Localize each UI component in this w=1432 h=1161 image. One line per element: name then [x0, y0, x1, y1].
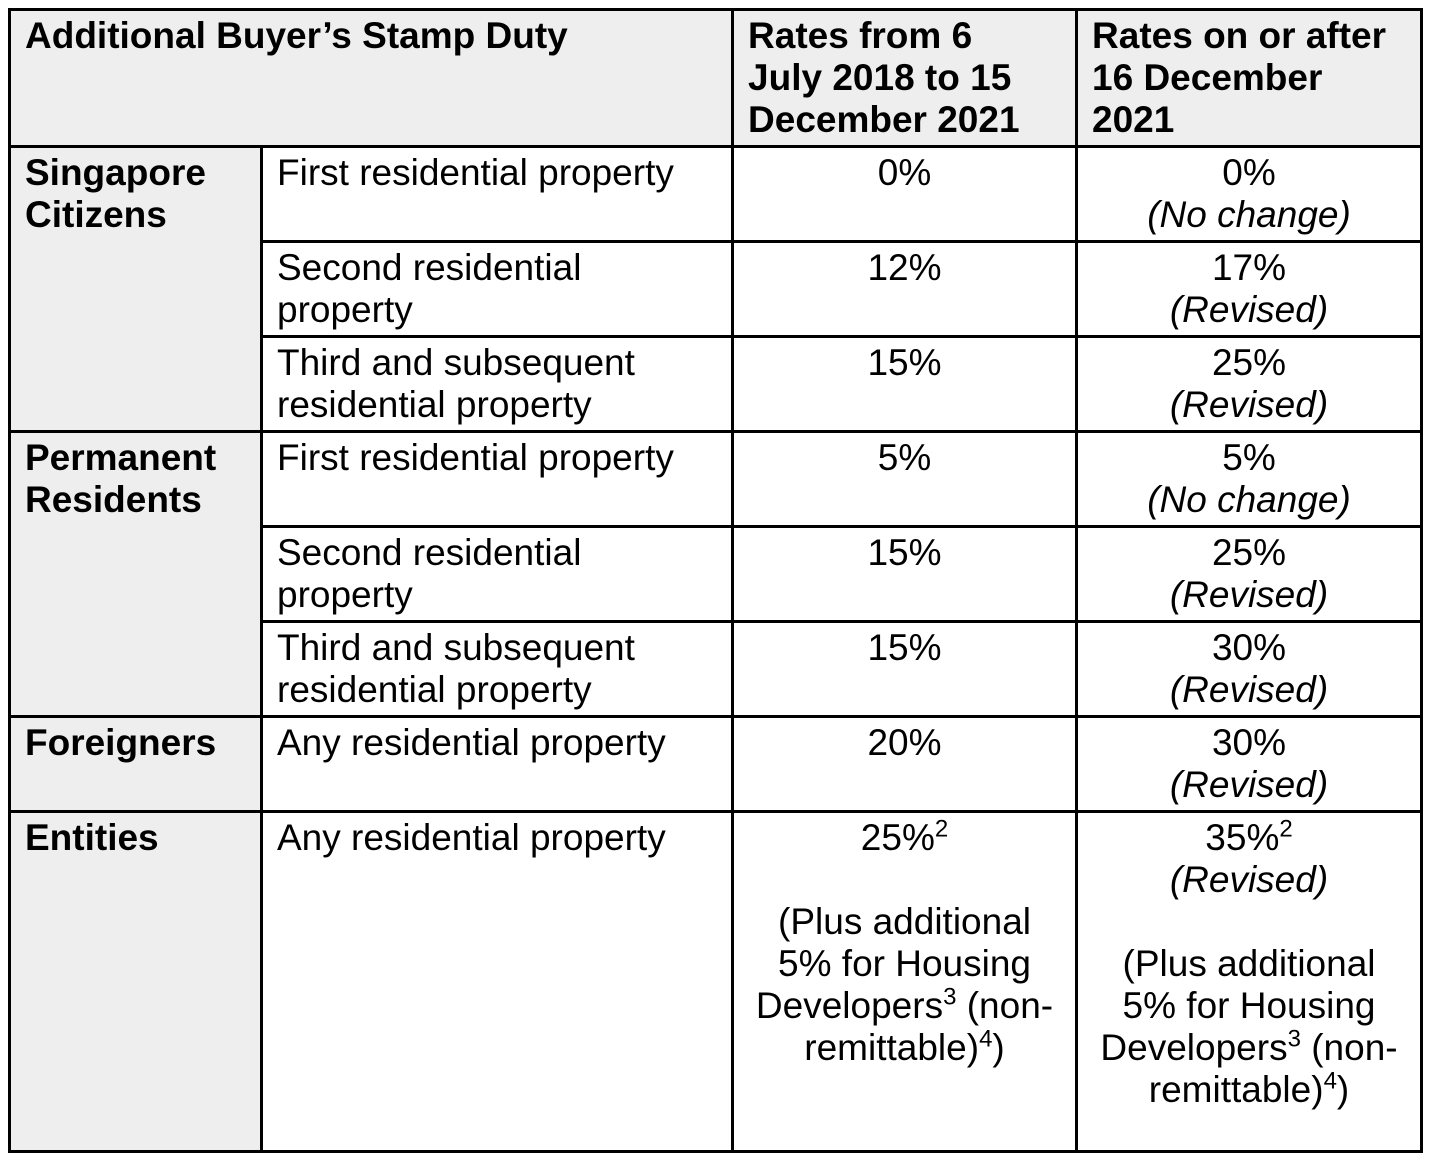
rate-2018-cell: 15% — [731, 335, 1079, 433]
note-text: ) — [992, 1027, 1005, 1068]
table-row: Second residential property 15% 25% (Rev… — [10, 525, 1424, 623]
table-row: Third and subsequent residential propert… — [10, 620, 1424, 718]
table-row: Third and subsequent residential propert… — [10, 335, 1424, 433]
rate-value: 30% — [1211, 627, 1287, 668]
note-text: (Plus additional 5% for Housing Develope… — [1100, 943, 1376, 1068]
housing-developers-note: (Plus additional 5% for Housing Develope… — [1098, 943, 1400, 1111]
rate-2018-cell: 0% — [731, 145, 1079, 243]
footnote-ref-2: 2 — [934, 815, 949, 843]
rate-2018-cell: 15% — [731, 525, 1079, 623]
housing-developers-note: (Plus additional 5% for Housing Develope… — [754, 901, 1056, 1069]
group-singapore-citizens: Singapore Citizens — [8, 145, 263, 433]
rate-value: 35%2 — [1086, 817, 1412, 859]
rate-value: 25% — [1211, 342, 1287, 383]
rate-2021-cell: 17% (Revised) — [1075, 240, 1424, 338]
rate-2018-cell: 12% — [731, 240, 1079, 338]
property-cell: Second residential property — [259, 240, 735, 338]
rate-2018-cell: 5% — [731, 430, 1079, 528]
rate-value: 5% — [1222, 437, 1276, 478]
rate-2018-cell: 25%2 (Plus additional 5% for Housing Dev… — [731, 810, 1079, 1153]
note-text: (non-remittable) — [804, 985, 1054, 1068]
rate-2018-cell: 20% — [731, 715, 1079, 813]
group-foreigners: Foreigners — [8, 715, 263, 813]
note-text: (non-remittable) — [1148, 1027, 1398, 1110]
footnote-ref-2: 2 — [1279, 815, 1293, 843]
rate-2021-cell: 30% (Revised) — [1075, 715, 1424, 813]
rate-note: (No change) — [1147, 479, 1351, 520]
property-cell: Third and subsequent residential propert… — [259, 620, 735, 718]
rate-value: 25% — [1211, 532, 1287, 573]
blank-line — [742, 859, 1067, 901]
rate-2021-cell: 35%2 (Revised) (Plus additional 5% for H… — [1075, 810, 1424, 1153]
footnote-ref-3: 3 — [1287, 1025, 1301, 1053]
property-cell: First residential property — [259, 430, 735, 528]
property-cell: First residential property — [259, 145, 735, 243]
group-entities: Entities — [8, 810, 263, 1153]
rate-value: 17% — [1211, 247, 1287, 288]
footnote-ref-4: 4 — [1323, 1067, 1337, 1095]
rate-note: (Revised) — [1169, 669, 1329, 710]
property-cell: Second residential property — [259, 525, 735, 623]
footnote-ref-3: 3 — [943, 983, 957, 1011]
rate-note: (Revised) — [1169, 384, 1329, 425]
table-row: Permanent Residents First residential pr… — [8, 430, 1424, 718]
rate-text: 25% — [860, 817, 935, 858]
rate-note: (Revised) — [1169, 289, 1329, 330]
rate-note: (No change) — [1147, 194, 1351, 235]
group-permanent-residents: Permanent Residents — [8, 430, 263, 718]
rate-text: 35% — [1205, 817, 1280, 858]
col-header-rates-2018: Rates from 6 July 2018 to 15 December 20… — [731, 8, 1079, 148]
property-cell: Any residential property — [259, 715, 735, 813]
table-row: Singapore Citizens First residential pro… — [8, 145, 1424, 433]
rate-2018-cell: 15% — [731, 620, 1079, 718]
rate-value: 0% — [1222, 152, 1276, 193]
rate-value: 25%2 — [742, 817, 1067, 859]
rate-note: (Revised) — [1169, 764, 1329, 805]
rate-2021-cell: 25% (Revised) — [1075, 525, 1424, 623]
rate-2021-cell: 0% (No change) — [1075, 145, 1424, 243]
footnote-ref-4: 4 — [979, 1025, 993, 1053]
rate-2021-cell: 30% (Revised) — [1075, 620, 1424, 718]
rate-2021-cell: 5% (No change) — [1075, 430, 1424, 528]
rate-note: (Revised) — [1169, 574, 1329, 615]
table-title: Additional Buyer’s Stamp Duty — [7, 8, 735, 148]
absd-rates-table: Additional Buyer’s Stamp Duty Rates from… — [7, 8, 1424, 1153]
header-row: Additional Buyer’s Stamp Duty Rates from… — [7, 8, 1424, 148]
note-text: (Plus additional 5% for Housing Develope… — [755, 901, 1031, 1026]
col-header-rates-2021: Rates on or after 16 December 2021 — [1075, 8, 1424, 148]
table-row: Entities Any residential property 25%2 (… — [8, 810, 1424, 1153]
rate-note: (Revised) — [1169, 859, 1329, 900]
table-row: Second residential property 12% 17% (Rev… — [10, 240, 1424, 338]
table-row: Foreigners Any residential property 20% … — [8, 715, 1424, 813]
rate-value: 30% — [1211, 722, 1287, 763]
note-text: ) — [1336, 1069, 1350, 1110]
rate-2021-cell: 25% (Revised) — [1075, 335, 1424, 433]
property-cell: Third and subsequent residential propert… — [259, 335, 735, 433]
property-cell: Any residential property — [259, 810, 735, 1153]
blank-line — [1086, 901, 1412, 943]
